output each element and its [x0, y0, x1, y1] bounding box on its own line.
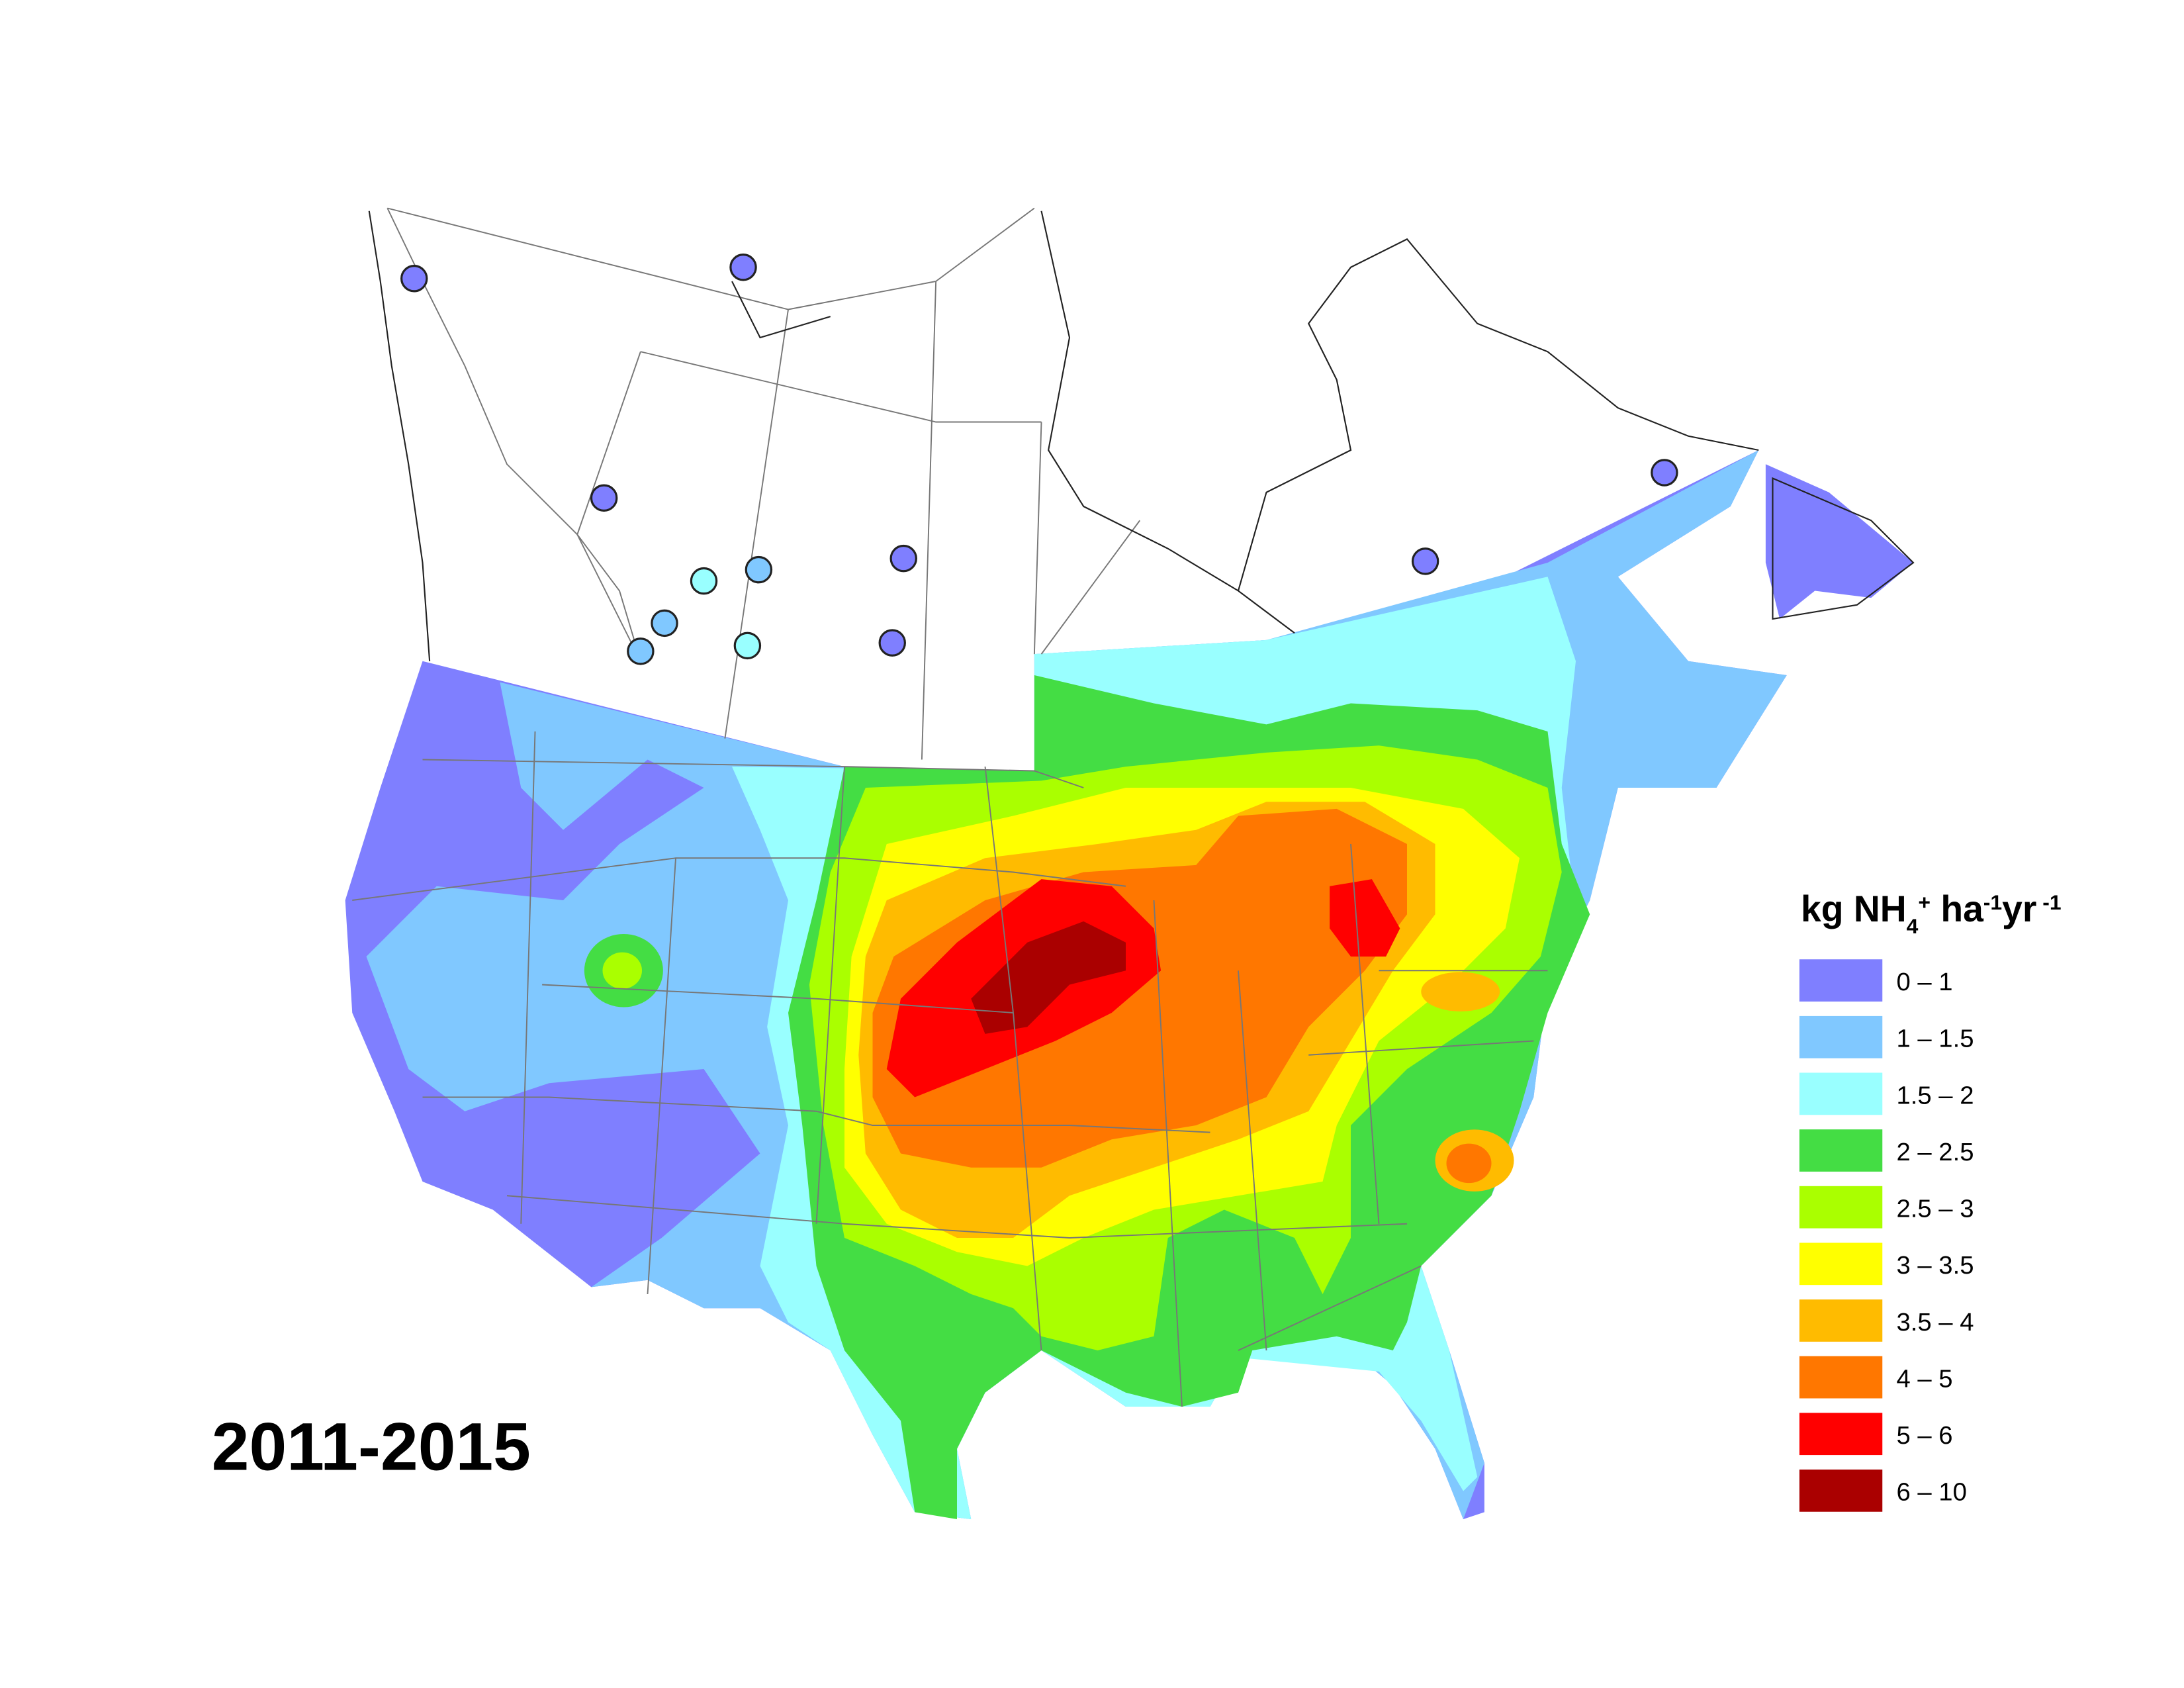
legend-swatch — [1799, 1356, 1883, 1399]
station — [690, 567, 718, 595]
legend-title: kg NH4+ ha-1yr -1 — [1801, 888, 2062, 938]
borders — [352, 207, 1915, 1407]
legend-label: 6 – 10 — [1897, 1478, 1967, 1507]
legend-swatch — [1799, 1129, 1883, 1172]
legend-label: 3.5 – 4 — [1897, 1308, 1974, 1336]
legend-swatch — [1799, 1015, 1883, 1058]
station — [651, 609, 678, 637]
legend-title-part: ha — [1931, 888, 1984, 929]
station — [889, 544, 917, 573]
legend: 0 – 1 1 – 1.5 1.5 – 2 2 – 2.5 2.5 – 3 3 – 3.5… — [1799, 959, 1974, 1512]
station — [745, 555, 773, 584]
legend-label: 2 – 2.5 — [1897, 1138, 1974, 1166]
legend-title-part: -1 — [2036, 890, 2061, 914]
legend-title-part: 4 — [1907, 914, 1919, 938]
station — [1651, 459, 1678, 487]
legend-label: 1 – 1.5 — [1897, 1025, 1974, 1053]
station — [878, 629, 906, 657]
station — [400, 265, 428, 293]
contour-region — [971, 921, 1126, 1034]
legend-label: 3 – 3.5 — [1897, 1251, 1974, 1280]
legend-swatch — [1799, 959, 1883, 1002]
legend-swatch — [1799, 1072, 1883, 1115]
contour-region — [1765, 464, 1913, 619]
legend-swatch — [1799, 1469, 1883, 1512]
legend-label: 5 – 6 — [1897, 1421, 1953, 1450]
legend-swatch — [1799, 1413, 1883, 1456]
contour-region — [1421, 972, 1500, 1011]
legend-title-part: kg NH — [1801, 888, 1907, 929]
station — [729, 254, 757, 281]
station — [627, 637, 655, 665]
legend-label: 1.5 – 2 — [1897, 1081, 1974, 1109]
legend-swatch — [1799, 1243, 1883, 1286]
legend-label: 4 – 5 — [1897, 1364, 1953, 1393]
station — [590, 484, 618, 512]
legend-swatch — [1799, 1299, 1883, 1342]
legend-title-part: + — [1918, 890, 1931, 914]
legend-title-part: yr — [2002, 888, 2036, 929]
legend-swatch — [1799, 1186, 1883, 1229]
station — [1411, 547, 1439, 575]
contour-region — [1330, 879, 1400, 957]
legend-title-part: -1 — [1983, 890, 2002, 914]
deposition-contours — [345, 450, 1913, 1519]
legend-label: 2.5 – 3 — [1897, 1195, 1974, 1223]
legend-label: 0 – 1 — [1897, 968, 1953, 996]
contour-region — [1446, 1143, 1492, 1184]
station — [733, 632, 762, 660]
stations — [400, 254, 1678, 665]
period-label: 2011-2015 — [212, 1409, 531, 1485]
contour-region — [602, 952, 642, 989]
